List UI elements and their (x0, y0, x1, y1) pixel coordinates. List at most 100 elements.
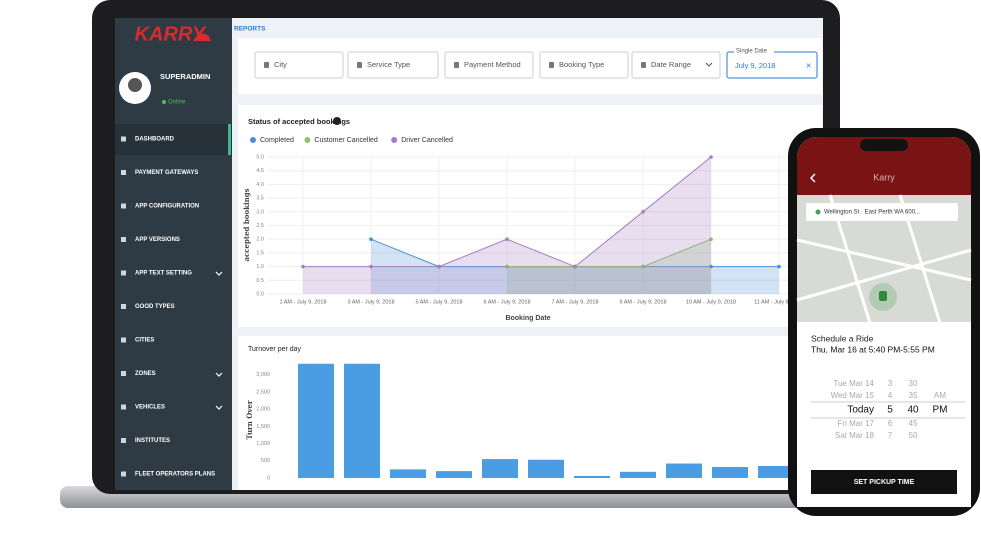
picker-cell: 30 (909, 379, 918, 388)
picker-cell: 50 (909, 431, 918, 440)
bar (712, 466, 748, 478)
point (369, 237, 373, 241)
picker-cell: PM (933, 405, 948, 416)
point (369, 264, 373, 269)
picker-cell: 3 (888, 379, 893, 388)
bar (390, 469, 426, 478)
filter-box[interactable] (539, 51, 629, 79)
set-pickup-button[interactable] (811, 470, 957, 494)
menu-item[interactable]: APP TEXT SETTING (135, 271, 192, 277)
filter-box[interactable] (444, 51, 534, 79)
y-tick-label: 0.5 (256, 278, 264, 284)
y-tick-label: 5.0 (256, 154, 264, 160)
menu-icon (121, 337, 126, 343)
filter-icon (549, 62, 554, 68)
menu-item[interactable]: DASHBOARD (135, 137, 175, 143)
picker-cell: AM (934, 391, 946, 400)
menu-item[interactable]: INSTITUTES (135, 438, 170, 444)
avatar-head (128, 78, 142, 92)
x-tick-label: 11 AM - July 9, 2018 (754, 299, 804, 305)
menu-icon (121, 404, 126, 410)
y-tick-label: 4.5 (256, 168, 264, 174)
filter-label: Service Type (367, 60, 410, 69)
menu-active (115, 124, 232, 155)
y-tick-label: 500 (261, 458, 270, 464)
picker-cell: Wed Mar 15 (831, 391, 875, 400)
single-date-label: Single Date (736, 49, 768, 55)
address-dot (815, 209, 821, 215)
picker-cell: 5 (887, 405, 893, 416)
menu-icon (121, 471, 126, 477)
y-tick-label: 1.5 (256, 250, 264, 256)
point (437, 264, 441, 269)
logo: KARRY (135, 23, 207, 45)
legend-label: Driver Cancelled (401, 137, 453, 144)
menu-icon (121, 203, 126, 209)
filter-icon (641, 62, 646, 68)
filter-label: Payment Method (464, 60, 521, 69)
info-icon (333, 117, 341, 125)
menu-icon (121, 136, 126, 142)
status-dot (162, 100, 166, 104)
x-axis-label: Booking Date (505, 315, 550, 322)
y-tick-label: 4.0 (256, 182, 264, 188)
menu-item[interactable]: FLEET OPERATORS PLANS (135, 472, 215, 478)
bar (528, 459, 564, 478)
back-icon[interactable] (809, 173, 816, 183)
point (505, 237, 509, 241)
y-tick-label: 2.5 (256, 223, 264, 229)
menu-item[interactable]: CITIES (135, 338, 154, 344)
filter-box[interactable] (254, 51, 344, 79)
legend-label: Completed (260, 137, 294, 144)
menu-item[interactable]: APP VERSIONS (135, 237, 180, 243)
menu-item[interactable]: GOOD TYPES (135, 304, 175, 310)
filter-box[interactable] (631, 51, 721, 79)
filters: City Service Type Payment Method Booking Ty… (254, 51, 721, 79)
picker-cell: Fri Mar 17 (838, 419, 875, 428)
menu-item[interactable]: APP CONFIGURATION (135, 204, 199, 210)
line (507, 238, 712, 268)
x-tick-label: 1 AM - July 9, 2018 (279, 299, 326, 305)
menu-item[interactable]: VEHICLES (135, 405, 165, 411)
picker-cell: 7 (888, 431, 893, 440)
charts: Status of accepted bookings Completed Cust… (242, 117, 804, 481)
bar (666, 463, 702, 478)
pickup-pin (879, 291, 887, 301)
y-tick-label: 0 (267, 475, 270, 481)
picker-cell: 35 (909, 391, 918, 400)
menu-icon (121, 270, 126, 276)
clear-date[interactable]: × (806, 60, 811, 70)
y-tick-label: 3.5 (256, 196, 264, 202)
y-tick-label: 1,000 (256, 441, 270, 447)
y-tick-label: 2.0 (256, 237, 264, 243)
picker-cell: Tue Mar 14 (833, 379, 874, 388)
y-tick-label: 3.0 (256, 209, 264, 215)
menu-icon (121, 438, 126, 443)
point (709, 237, 713, 241)
page-title: REPORTS (234, 26, 266, 33)
point (301, 264, 305, 269)
picker[interactable]: Tue Mar 14 3 30 Wed Mar 15 4 35 AM Today 5 40 PM Fr… (831, 379, 948, 440)
picker-cell: Today (847, 405, 874, 416)
filter-label: Booking Type (559, 60, 604, 69)
menu-item[interactable]: ZONES (135, 371, 156, 377)
chart-title: Status of accepted bookings (248, 117, 350, 126)
x-tick-label: 3 AM - July 9, 2018 (347, 299, 394, 305)
chart-panel (238, 105, 822, 327)
filter-box[interactable] (347, 51, 439, 79)
point (573, 264, 577, 269)
y-tick-label: 1.0 (256, 264, 264, 270)
address-bar[interactable] (806, 203, 958, 221)
filter-icon (357, 62, 362, 68)
y-tick-label: 0.0 (256, 291, 264, 297)
point (641, 264, 645, 269)
menu-icon (121, 304, 126, 309)
point (505, 264, 509, 269)
bar (436, 471, 472, 478)
picker-cell: 45 (909, 419, 918, 428)
menu-icon (121, 170, 126, 175)
x-tick-label: 10 AM - July 9, 2018 (686, 299, 736, 305)
menu-item[interactable]: PAYMENT GATEWAYS (135, 170, 198, 176)
